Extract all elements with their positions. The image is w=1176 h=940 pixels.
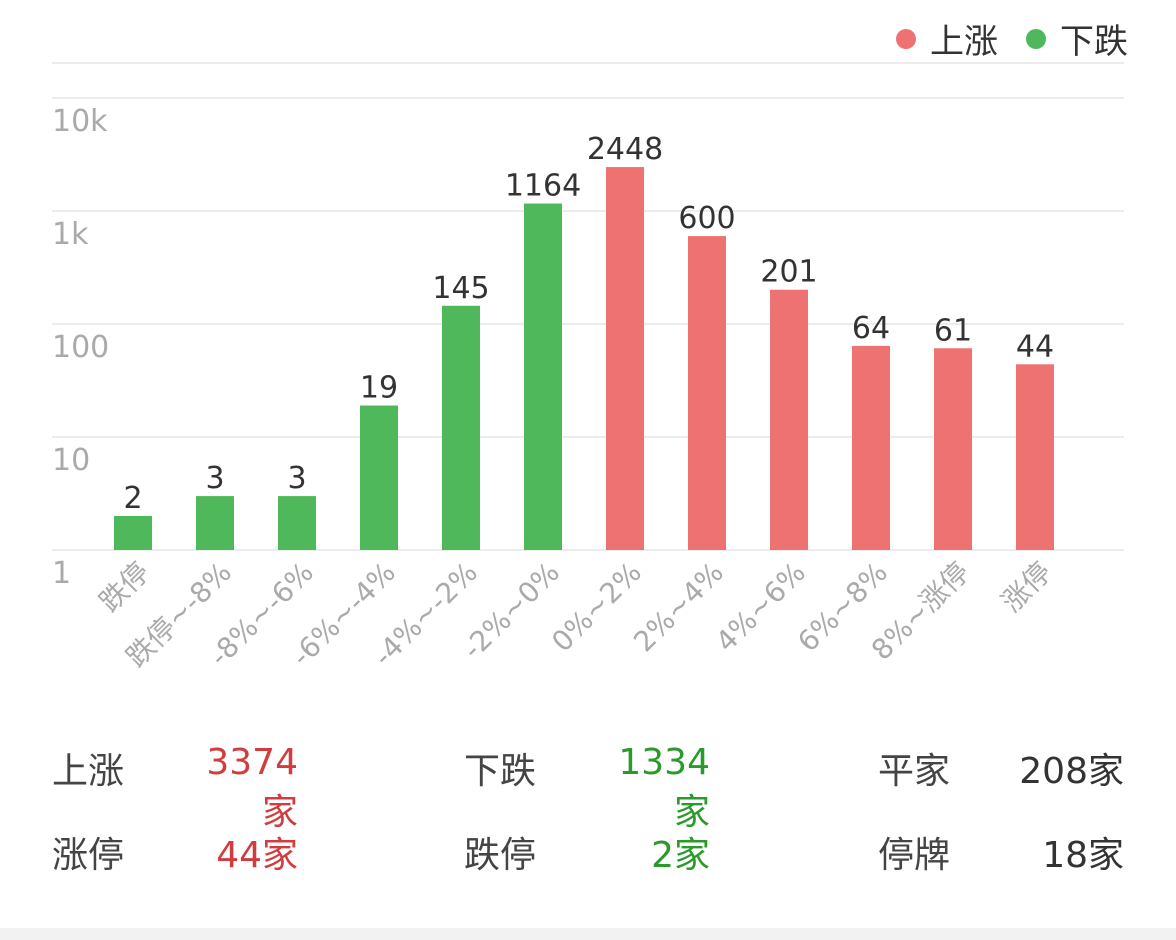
x-tick-label: 2%~4% [627, 556, 730, 659]
bar-value-label: 1164 [505, 169, 581, 204]
bar [442, 305, 480, 550]
stat-value-rise: 3374家 [206, 742, 298, 833]
stat-value-suspended: 18家 [1042, 835, 1124, 876]
bar [1016, 364, 1054, 550]
legend-label-rise: 上涨 [930, 22, 998, 62]
bar [360, 405, 398, 550]
stats-row-2: 涨停 44家 跌停 2家 停牌 18家 [52, 826, 1124, 910]
bar-value-label: 2448 [587, 132, 663, 167]
x-tick-label: 0%~2% [545, 556, 648, 659]
bar-value-label: 145 [432, 271, 489, 306]
stat-label-limit-down: 跌停 [464, 835, 537, 876]
stat-value-flat: 208家 [1019, 751, 1124, 792]
bar [278, 496, 316, 550]
x-tick-label: 跌停 [93, 556, 156, 619]
stat-label-limit-up: 涨停 [52, 835, 125, 876]
x-tick-label: 4%~6% [709, 556, 812, 659]
stat-value-fall: 1334家 [618, 742, 710, 833]
bar [770, 289, 808, 550]
bar [196, 496, 234, 550]
stats-row-1: 上涨 3374家 下跌 1334家 平家 208家 [52, 742, 1124, 833]
stat-value-limit-up: 44家 [216, 835, 298, 876]
bar [524, 203, 562, 551]
legend-dot-rise-icon [896, 28, 916, 49]
stat-label-flat: 平家 [878, 751, 951, 792]
bar [688, 236, 726, 550]
bottom-divider [0, 928, 1176, 940]
bar-value-label: 2 [123, 481, 142, 516]
bar-value-label: 44 [1016, 329, 1054, 364]
y-tick-label: 1k [52, 217, 89, 252]
bar-value-label: 64 [852, 311, 890, 346]
legend-dot-fall-icon [1026, 28, 1046, 49]
legend-item-fall[interactable]: 下跌 [1026, 14, 1128, 63]
y-tick-label: 100 [52, 330, 109, 365]
bar-value-label: 201 [760, 255, 817, 290]
y-tick-label: 10k [52, 104, 108, 139]
stats-panel: 上涨 3374家 下跌 1334家 平家 208家 涨停 44家 跌停 2家 停… [52, 742, 1124, 910]
stat-value-limit-down: 2家 [651, 835, 710, 876]
bar-value-label: 19 [360, 371, 398, 406]
stat-label-rise: 上涨 [52, 751, 125, 792]
stat-label-suspended: 停牌 [878, 835, 951, 876]
bar [606, 167, 644, 550]
y-tick-label: 10 [52, 443, 90, 478]
x-tick-label: 涨停 [995, 556, 1058, 619]
bar-value-label: 600 [678, 201, 735, 236]
bar [114, 515, 152, 550]
legend-label-fall: 下跌 [1060, 22, 1128, 62]
bar [852, 345, 890, 550]
chart-legend: 上涨 下跌 [896, 14, 1128, 63]
stat-label-fall: 下跌 [464, 751, 537, 792]
y-tick-label: 1 [52, 556, 71, 591]
bar-value-label: 61 [934, 313, 972, 348]
bar-value-label: 3 [287, 461, 306, 496]
legend-item-rise[interactable]: 上涨 [896, 14, 998, 63]
bar [934, 348, 972, 550]
bar-value-label: 3 [205, 461, 224, 496]
